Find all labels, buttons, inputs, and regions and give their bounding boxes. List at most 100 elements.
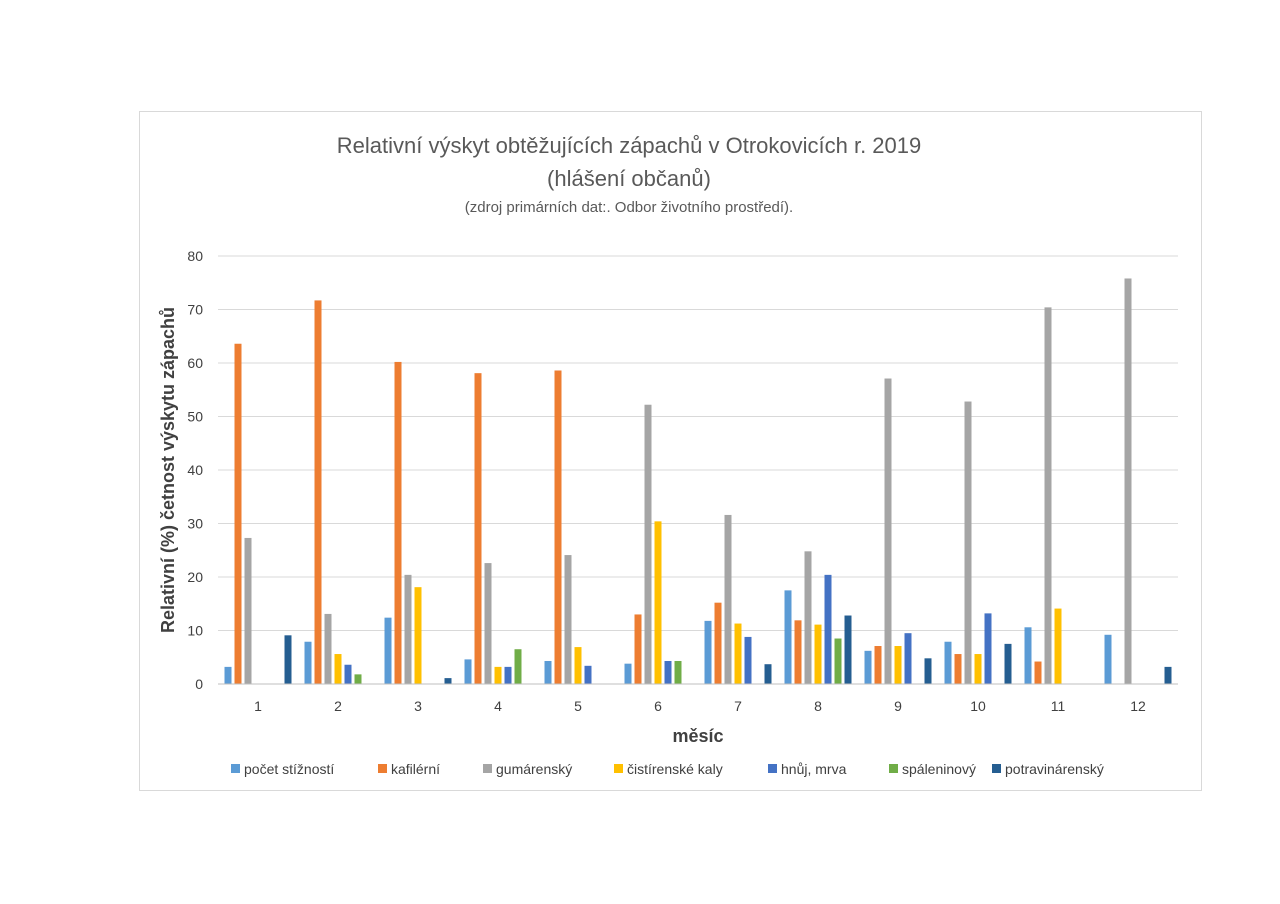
- chart-subtitle: (hlášení občanů): [547, 166, 711, 191]
- bar-6-month-6: [674, 660, 682, 684]
- bar-7-month-9: [924, 658, 932, 684]
- bar-3-month-10: [964, 401, 972, 684]
- bar-3-month-1: [244, 537, 252, 684]
- x-tick-label: 7: [734, 698, 742, 714]
- bar-2-month-2: [314, 300, 322, 684]
- bar-3-month-5: [564, 555, 572, 684]
- bar-1-month-3: [384, 617, 392, 684]
- bar-7-month-8: [844, 615, 852, 684]
- bar-3-month-11: [1044, 307, 1052, 684]
- y-tick-label: 80: [187, 248, 203, 264]
- bar-3-month-6: [644, 404, 652, 684]
- bar-3-month-3: [404, 574, 412, 684]
- bar-1-month-7: [704, 620, 712, 684]
- bar-4-month-2: [334, 654, 342, 684]
- bar-3-month-9: [884, 378, 892, 684]
- bar-2-month-9: [874, 646, 882, 684]
- x-axis-title: měsíc: [672, 726, 723, 746]
- bar-5-month-9: [904, 633, 912, 684]
- legend-label: potravinárenský: [1005, 761, 1104, 777]
- x-tick-label: 2: [334, 698, 342, 714]
- y-tick-label: 20: [187, 569, 203, 585]
- y-tick-label: 60: [187, 355, 203, 371]
- bar-5-month-10: [984, 613, 992, 684]
- legend-label: čistírenské kaly: [627, 761, 723, 777]
- bar-4-month-3: [414, 587, 422, 684]
- chart-source-note: (zdroj primárních dat:. Odbor životního …: [465, 199, 793, 216]
- x-tick-label: 6: [654, 698, 662, 714]
- x-tick-label: 9: [894, 698, 902, 714]
- bar-4-month-4: [494, 666, 502, 684]
- y-tick-label: 70: [187, 302, 203, 318]
- bar-4-month-8: [814, 624, 822, 684]
- bar-4-month-9: [894, 646, 902, 684]
- y-axis-title: Relativní (%) četnost výskytu zápachů: [158, 307, 178, 633]
- bar-2-month-3: [394, 361, 402, 684]
- legend-swatch: [231, 764, 240, 773]
- legend-swatch: [378, 764, 387, 773]
- bar-7-month-10: [1004, 643, 1012, 684]
- x-tick-label: 4: [494, 698, 502, 714]
- bar-3-month-4: [484, 563, 492, 684]
- x-axis-ticks: 1 2 3 4 5 6 7 8 9 10 11 12: [254, 698, 1146, 714]
- y-tick-label: 40: [187, 462, 203, 478]
- bar-4-month-5: [574, 647, 582, 684]
- bar-6-month-4: [514, 649, 522, 684]
- bar-5-month-6: [664, 660, 672, 684]
- x-tick-label: 3: [414, 698, 422, 714]
- y-tick-label: 0: [195, 676, 203, 692]
- bar-4-month-6: [654, 521, 662, 684]
- bar-1-month-2: [304, 641, 312, 684]
- y-tick-label: 30: [187, 516, 203, 532]
- x-tick-label: 5: [574, 698, 582, 714]
- legend-swatch: [614, 764, 623, 773]
- bar-7-month-1: [284, 635, 292, 684]
- bar-3-month-12: [1124, 278, 1132, 684]
- bar-7-month-12: [1164, 666, 1172, 684]
- legend-label: gumárenský: [496, 761, 572, 777]
- bar-7-month-3: [444, 678, 452, 684]
- bar-7-month-7: [764, 664, 772, 684]
- y-axis-ticks: 0 10 20 30 40 50 60 70 80: [187, 248, 203, 692]
- x-tick-label: 1: [254, 698, 262, 714]
- legend-swatch: [483, 764, 492, 773]
- bar-5-month-8: [824, 574, 832, 684]
- bar-4-month-10: [974, 654, 982, 684]
- bar-2-month-4: [474, 373, 482, 684]
- bar-1-month-1: [224, 666, 232, 684]
- legend-swatch: [889, 764, 898, 773]
- bar-2-month-6: [634, 614, 642, 684]
- bar-5-month-2: [344, 664, 352, 684]
- legend-label: hnůj, mrva: [781, 761, 847, 777]
- bar-2-month-10: [954, 654, 962, 684]
- bar-6-month-8: [834, 638, 842, 684]
- legend-label: spáleninový: [902, 761, 976, 777]
- bar-5-month-4: [504, 666, 512, 684]
- bar-2-month-11: [1034, 661, 1042, 684]
- bar-1-month-9: [864, 650, 872, 684]
- bar-3-month-7: [724, 514, 732, 684]
- bar-4-month-7: [734, 623, 742, 684]
- legend-label: kafilérní: [391, 761, 440, 777]
- bar-2-month-1: [234, 343, 242, 684]
- bar-6-month-2: [354, 674, 362, 684]
- legend-swatch: [992, 764, 1001, 773]
- bar-5-month-7: [744, 636, 752, 684]
- bar-3-month-2: [324, 613, 332, 684]
- bar-1-month-11: [1024, 627, 1032, 684]
- y-tick-label: 50: [187, 409, 203, 425]
- bar-3-month-8: [804, 551, 812, 684]
- bar-1-month-6: [624, 663, 632, 684]
- bar-1-month-4: [464, 659, 472, 684]
- bar-1-month-5: [544, 660, 552, 684]
- bar-2-month-8: [794, 620, 802, 684]
- legend: počet stížností kafilérní gumárenský čistír…: [231, 761, 1104, 777]
- gridlines: [218, 255, 1178, 631]
- bar-1-month-8: [784, 590, 792, 684]
- bar-4-month-11: [1054, 608, 1062, 684]
- bar-1-month-12: [1104, 634, 1112, 684]
- x-tick-label: 12: [1130, 698, 1146, 714]
- x-tick-label: 8: [814, 698, 822, 714]
- x-tick-label: 10: [970, 698, 986, 714]
